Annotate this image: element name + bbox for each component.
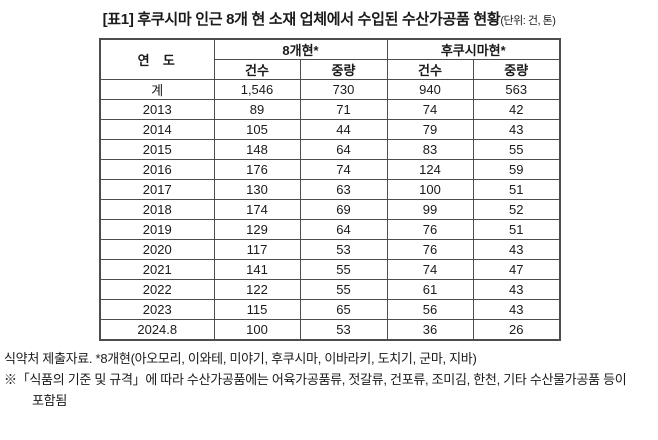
title-text: [표1] 후쿠시마 인근 8개 현 소재 업체에서 수입된 수산가공품 현황: [102, 11, 501, 28]
title-unit: (단위: 건, 톤): [500, 15, 556, 27]
year-cell: 2015: [99, 139, 215, 160]
value-cell: 43: [472, 299, 561, 320]
value-cell: 76: [386, 239, 474, 260]
value-cell: 61: [386, 279, 474, 300]
year-cell: 2019: [99, 219, 215, 240]
value-cell: 115: [213, 299, 301, 320]
value-cell: 69: [299, 199, 388, 220]
group-header-row: 연 도 8개현* 후쿠시마현*: [99, 38, 561, 80]
value-cell: 117: [213, 239, 301, 260]
value-cell: 76: [386, 219, 474, 240]
table-row: 2017 130 63 100 51: [99, 179, 561, 200]
sub-header-count-8pref: 건수: [213, 59, 301, 80]
table-row: 2024.8 100 53 36 26: [99, 319, 561, 340]
group-header-8-prefectures: 8개현*: [213, 38, 388, 60]
table-body: 계 1,546 730 940 563 2013 89 71 74 42 2014 105 44 79 43…: [99, 79, 561, 340]
value-cell: 148: [213, 139, 301, 160]
imports-table: 연 도 8개현* 후쿠시마현* 건수 중량 건수 중량 계 1,546 730 940…: [99, 38, 562, 341]
year-cell: 2024.8: [99, 319, 215, 340]
value-cell: 940: [386, 79, 474, 100]
value-cell: 51: [472, 179, 561, 200]
value-cell: 83: [386, 139, 474, 160]
value-cell: 55: [472, 139, 561, 160]
value-cell: 74: [299, 159, 388, 180]
value-cell: 43: [472, 279, 561, 300]
value-cell: 55: [299, 279, 388, 300]
footnote-regulation: ※「식품의 기준 및 규격」에 따라 수산가공품에는 어육가공품류, 젓갈류, …: [4, 371, 627, 387]
value-cell: 124: [386, 159, 474, 180]
footnote-regulation-continued: 포함됨: [32, 392, 67, 408]
value-cell: 43: [472, 119, 561, 140]
value-cell: 79: [386, 119, 474, 140]
table-row: 2014 105 44 79 43: [99, 119, 561, 140]
value-cell: 64: [299, 139, 388, 160]
year-cell: 2020: [99, 239, 215, 260]
table-row: 2013 89 71 74 42: [99, 99, 561, 120]
value-cell: 563: [472, 79, 561, 100]
value-cell: 56: [386, 299, 474, 320]
value-cell: 129: [213, 219, 301, 240]
table-row: 2019 129 64 76 51: [99, 219, 561, 240]
table-row: 2022 122 55 61 43: [99, 279, 561, 300]
year-cell: 계: [99, 79, 215, 100]
table-row: 2021 141 55 74 47: [99, 259, 561, 280]
value-cell: 53: [299, 319, 388, 340]
table-row: 계 1,546 730 940 563: [99, 79, 561, 100]
year-column-header: 연 도: [99, 38, 215, 80]
table-title: [표1] 후쿠시마 인근 8개 현 소재 업체에서 수입된 수산가공품 현황(단…: [0, 8, 658, 29]
value-cell: 53: [299, 239, 388, 260]
year-cell: 2022: [99, 279, 215, 300]
table-row: 2016 176 74 124 59: [99, 159, 561, 180]
value-cell: 730: [299, 79, 388, 100]
value-cell: 100: [386, 179, 474, 200]
value-cell: 52: [472, 199, 561, 220]
year-cell: 2021: [99, 259, 215, 280]
value-cell: 122: [213, 279, 301, 300]
value-cell: 47: [472, 259, 561, 280]
table-row: 2023 115 65 56 43: [99, 299, 561, 320]
value-cell: 100: [213, 319, 301, 340]
value-cell: 71: [299, 99, 388, 120]
table-head: 연 도 8개현* 후쿠시마현* 건수 중량 건수 중량: [99, 38, 561, 80]
value-cell: 36: [386, 319, 474, 340]
value-cell: 65: [299, 299, 388, 320]
value-cell: 43: [472, 239, 561, 260]
table-row: 2018 174 69 99 52: [99, 199, 561, 220]
sub-header-weight-8pref: 중량: [299, 59, 388, 80]
value-cell: 51: [472, 219, 561, 240]
value-cell: 89: [213, 99, 301, 120]
value-cell: 26: [472, 319, 561, 340]
group-header-fukushima: 후쿠시마현*: [386, 38, 561, 60]
value-cell: 105: [213, 119, 301, 140]
value-cell: 141: [213, 259, 301, 280]
year-cell: 2013: [99, 99, 215, 120]
value-cell: 74: [386, 99, 474, 120]
footnotes: 식약처 제출자료. *8개현(아오모리, 이와테, 미야기, 후쿠시마, 이바라…: [4, 348, 658, 411]
year-cell: 2017: [99, 179, 215, 200]
table-row: 2020 117 53 76 43: [99, 239, 561, 260]
year-cell: 2014: [99, 119, 215, 140]
year-cell: 2018: [99, 199, 215, 220]
footnote-source: 식약처 제출자료. *8개현(아오모리, 이와테, 미야기, 후쿠시마, 이바라…: [4, 350, 477, 366]
year-cell: 2023: [99, 299, 215, 320]
year-cell: 2016: [99, 159, 215, 180]
table-row: 2015 148 64 83 55: [99, 139, 561, 160]
value-cell: 130: [213, 179, 301, 200]
value-cell: 63: [299, 179, 388, 200]
value-cell: 74: [386, 259, 474, 280]
value-cell: 59: [472, 159, 561, 180]
value-cell: 176: [213, 159, 301, 180]
sub-header-count-fukushima: 건수: [386, 59, 474, 80]
value-cell: 44: [299, 119, 388, 140]
sub-header-weight-fukushima: 중량: [472, 59, 561, 80]
value-cell: 1,546: [213, 79, 301, 100]
value-cell: 42: [472, 99, 561, 120]
value-cell: 174: [213, 199, 301, 220]
value-cell: 99: [386, 199, 474, 220]
value-cell: 55: [299, 259, 388, 280]
value-cell: 64: [299, 219, 388, 240]
